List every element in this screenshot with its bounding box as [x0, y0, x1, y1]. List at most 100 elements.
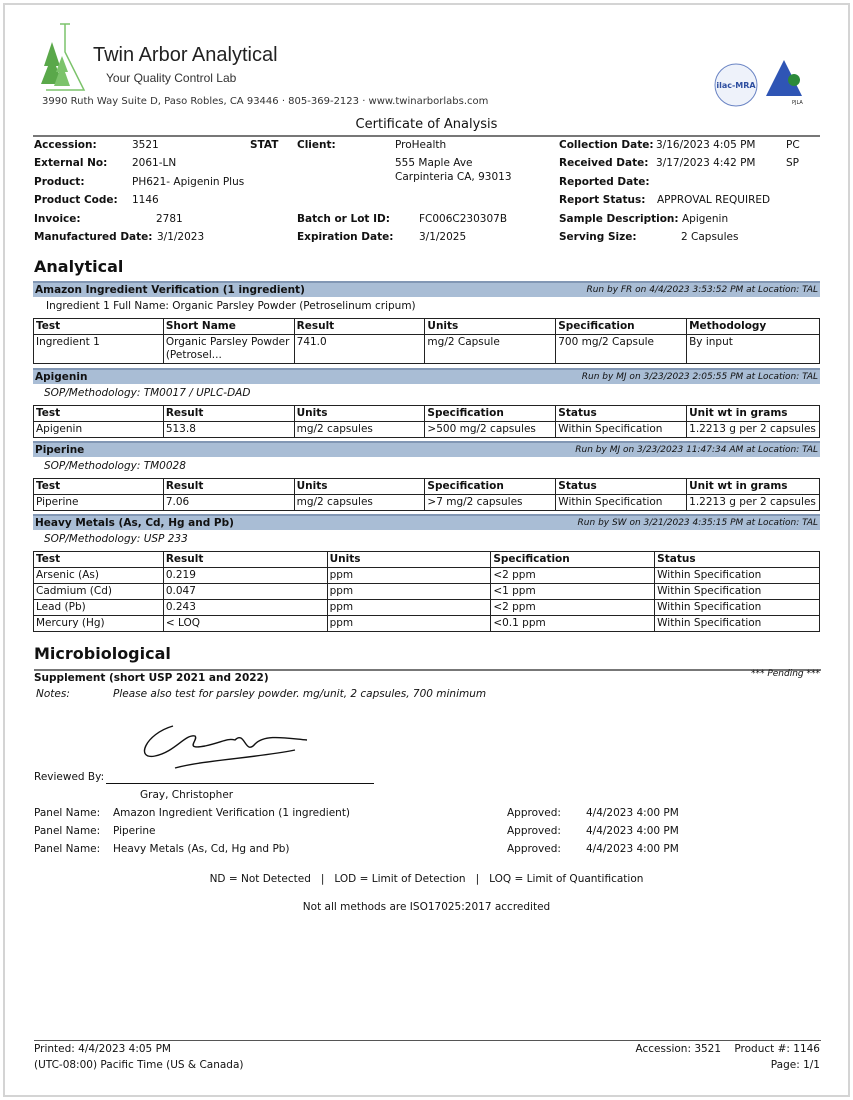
- analytical-heading: Analytical: [34, 257, 124, 276]
- table-cell: ppm: [326, 567, 492, 584]
- column-header: Units: [326, 551, 492, 568]
- timezone: (UTC-08:00) Pacific Time (US & Canada): [34, 1059, 244, 1071]
- lab-tagline: Your Quality Control Lab: [106, 71, 237, 85]
- approved-label: Approved:: [507, 825, 561, 837]
- batch-value: FC006C230307B: [419, 213, 508, 225]
- table-row: Piperine 7.06 mg/2 capsules >7 mg/2 capsule…: [33, 494, 820, 511]
- table-row: Lead (Pb) 0.243 ppm <2 ppm Within Specificat…: [33, 599, 820, 616]
- table-cell: Within Specification: [555, 421, 688, 438]
- table-cell: Within Specification: [654, 615, 820, 632]
- svg-text:PJLA: PJLA: [792, 100, 803, 106]
- sop-methodology: SOP/Methodology: TM0028: [44, 460, 186, 472]
- column-header: Test: [33, 318, 164, 335]
- lab-name: Twin Arbor Analytical: [93, 44, 278, 66]
- table-cell: 700 mg/2 Capsule: [555, 334, 688, 364]
- sample-value: Apigenin: [682, 213, 729, 225]
- micro-heading: Microbiological: [34, 644, 171, 663]
- run-info: Run by FR on 4/4/2023 3:53:52 PM at Loca…: [586, 285, 818, 295]
- table-header: Test Result Units Specification Status Unit w…: [33, 405, 820, 422]
- table-cell: Mercury (Hg): [33, 615, 164, 632]
- column-header: Test: [33, 551, 164, 568]
- table-cell: 0.047: [162, 583, 328, 600]
- panel-label: Panel Name:: [34, 843, 101, 855]
- label: Sample Description:: [559, 213, 679, 225]
- approved-date: 4/4/2023 4:00 PM: [586, 843, 679, 855]
- run-info: Run by MJ on 3/23/2023 2:05:55 PM at Loc…: [581, 372, 818, 382]
- section-header: Apigenin Run by MJ on 3/23/2023 2:05:55 P…: [33, 368, 820, 384]
- approved-date: 4/4/2023 4:00 PM: [586, 807, 679, 819]
- table-row: Apigenin 513.8 mg/2 capsules >500 mg/2 caps…: [33, 421, 820, 438]
- table-row: Ingredient 1 Organic Parsley Powder (Petr…: [33, 334, 820, 364]
- column-header: Result: [162, 551, 328, 568]
- table-header: Test Result Units Specification Status Unit w…: [33, 478, 820, 495]
- label: Expiration Date:: [297, 231, 394, 243]
- label: Collection Date:: [559, 139, 654, 151]
- column-header: Test: [33, 478, 164, 495]
- section-title: Heavy Metals (As, Cd, Hg and Pb): [35, 517, 234, 529]
- collection-code: PC: [786, 139, 800, 151]
- label: Reported Date:: [559, 176, 650, 188]
- label: Product:: [34, 176, 85, 188]
- pjla-logo: PJLA: [766, 60, 803, 106]
- client-value: ProHealth: [395, 139, 447, 151]
- table-cell: Piperine: [33, 494, 164, 511]
- pending-status: *** Pending ***: [750, 669, 820, 679]
- table-row: Mercury (Hg) < LOQ ppm <0.1 ppm Within Speci…: [33, 615, 820, 632]
- column-header: Units: [424, 318, 557, 335]
- reviewed-label: Reviewed By:: [34, 771, 105, 783]
- abbreviation-legend: ND = Not Detected | LOD = Limit of Detec…: [209, 873, 644, 885]
- label: Report Status:: [559, 194, 646, 206]
- table-cell: Within Specification: [654, 599, 820, 616]
- client-address: Carpinteria CA, 93013: [395, 171, 512, 183]
- table-cell: 513.8: [162, 421, 295, 438]
- sop-methodology: SOP/Methodology: TM0017 / UPLC-DAD: [44, 387, 251, 399]
- notes-text: Please also test for parsley powder. mg/…: [113, 688, 487, 700]
- signature-line: [106, 771, 375, 784]
- results-table: Test Short Name Result Units Specification Me…: [33, 318, 820, 364]
- report-status: APPROVAL REQUIRED: [657, 194, 771, 206]
- column-header: Unit wt in grams: [686, 478, 820, 495]
- external-value: 2061-LN: [132, 157, 177, 169]
- client-address: 555 Maple Ave: [395, 157, 473, 169]
- table-cell: ppm: [326, 583, 492, 600]
- collection-value: 3/16/2023 4:05 PM: [656, 139, 756, 151]
- table-cell: >7 mg/2 capsules: [424, 494, 557, 511]
- results-table: Test Result Units Specification Status Unit w…: [33, 405, 820, 438]
- table-cell: Within Specification: [555, 494, 688, 511]
- column-header: Status: [555, 405, 688, 422]
- results-table: Test Result Units Specification Status Unit w…: [33, 478, 820, 511]
- column-header: Specification: [555, 318, 688, 335]
- table-cell: ppm: [326, 599, 492, 616]
- page-number: Page: 1/1: [770, 1059, 820, 1071]
- table-cell: Apigenin: [33, 421, 164, 438]
- column-header: Units: [293, 405, 426, 422]
- stat-flag: STAT: [250, 139, 279, 151]
- notes-label: Notes:: [36, 688, 70, 700]
- sop-methodology: SOP/Methodology: USP 233: [44, 533, 188, 545]
- table-row: Cadmium (Cd) 0.047 ppm <1 ppm Within Specifi…: [33, 583, 820, 600]
- table-cell: Cadmium (Cd): [33, 583, 164, 600]
- column-header: Methodology: [686, 318, 820, 335]
- table-header: Test Short Name Result Units Specification Me…: [33, 318, 820, 335]
- ingredient-full-name: Ingredient 1 Full Name: Organic Parsley …: [46, 300, 416, 312]
- product-value: PH621- Apigenin Plus: [132, 176, 245, 188]
- section-title: Piperine: [35, 444, 85, 456]
- section-header: Amazon Ingredient Verification (1 ingred…: [33, 281, 820, 297]
- footer-rule: [34, 1040, 821, 1041]
- panel-label: Panel Name:: [34, 807, 101, 819]
- table-cell: 0.243: [162, 599, 328, 616]
- reviewed-by: Reviewed By:: [34, 771, 375, 784]
- ilac-mra-logo: ilac-MRA: [714, 63, 758, 107]
- run-info: Run by SW on 3/21/2023 4:35:15 PM at Loc…: [577, 518, 818, 528]
- column-header: Unit wt in grams: [686, 405, 820, 422]
- table-cell: 1.2213 g per 2 capsules: [686, 494, 820, 511]
- signature: [143, 725, 308, 769]
- accreditation-note: Not all methods are ISO17025:2017 accred…: [302, 901, 551, 913]
- reviewer-name: Gray, Christopher: [140, 789, 234, 801]
- approved-label: Approved:: [507, 843, 561, 855]
- column-header: Test: [33, 405, 164, 422]
- panel-label: Panel Name:: [34, 825, 101, 837]
- title-rule: [33, 135, 820, 137]
- supplement-name: Supplement (short USP 2021 and 2022): [34, 672, 269, 684]
- table-cell: Organic Parsley Powder (Petrosel...: [162, 334, 295, 364]
